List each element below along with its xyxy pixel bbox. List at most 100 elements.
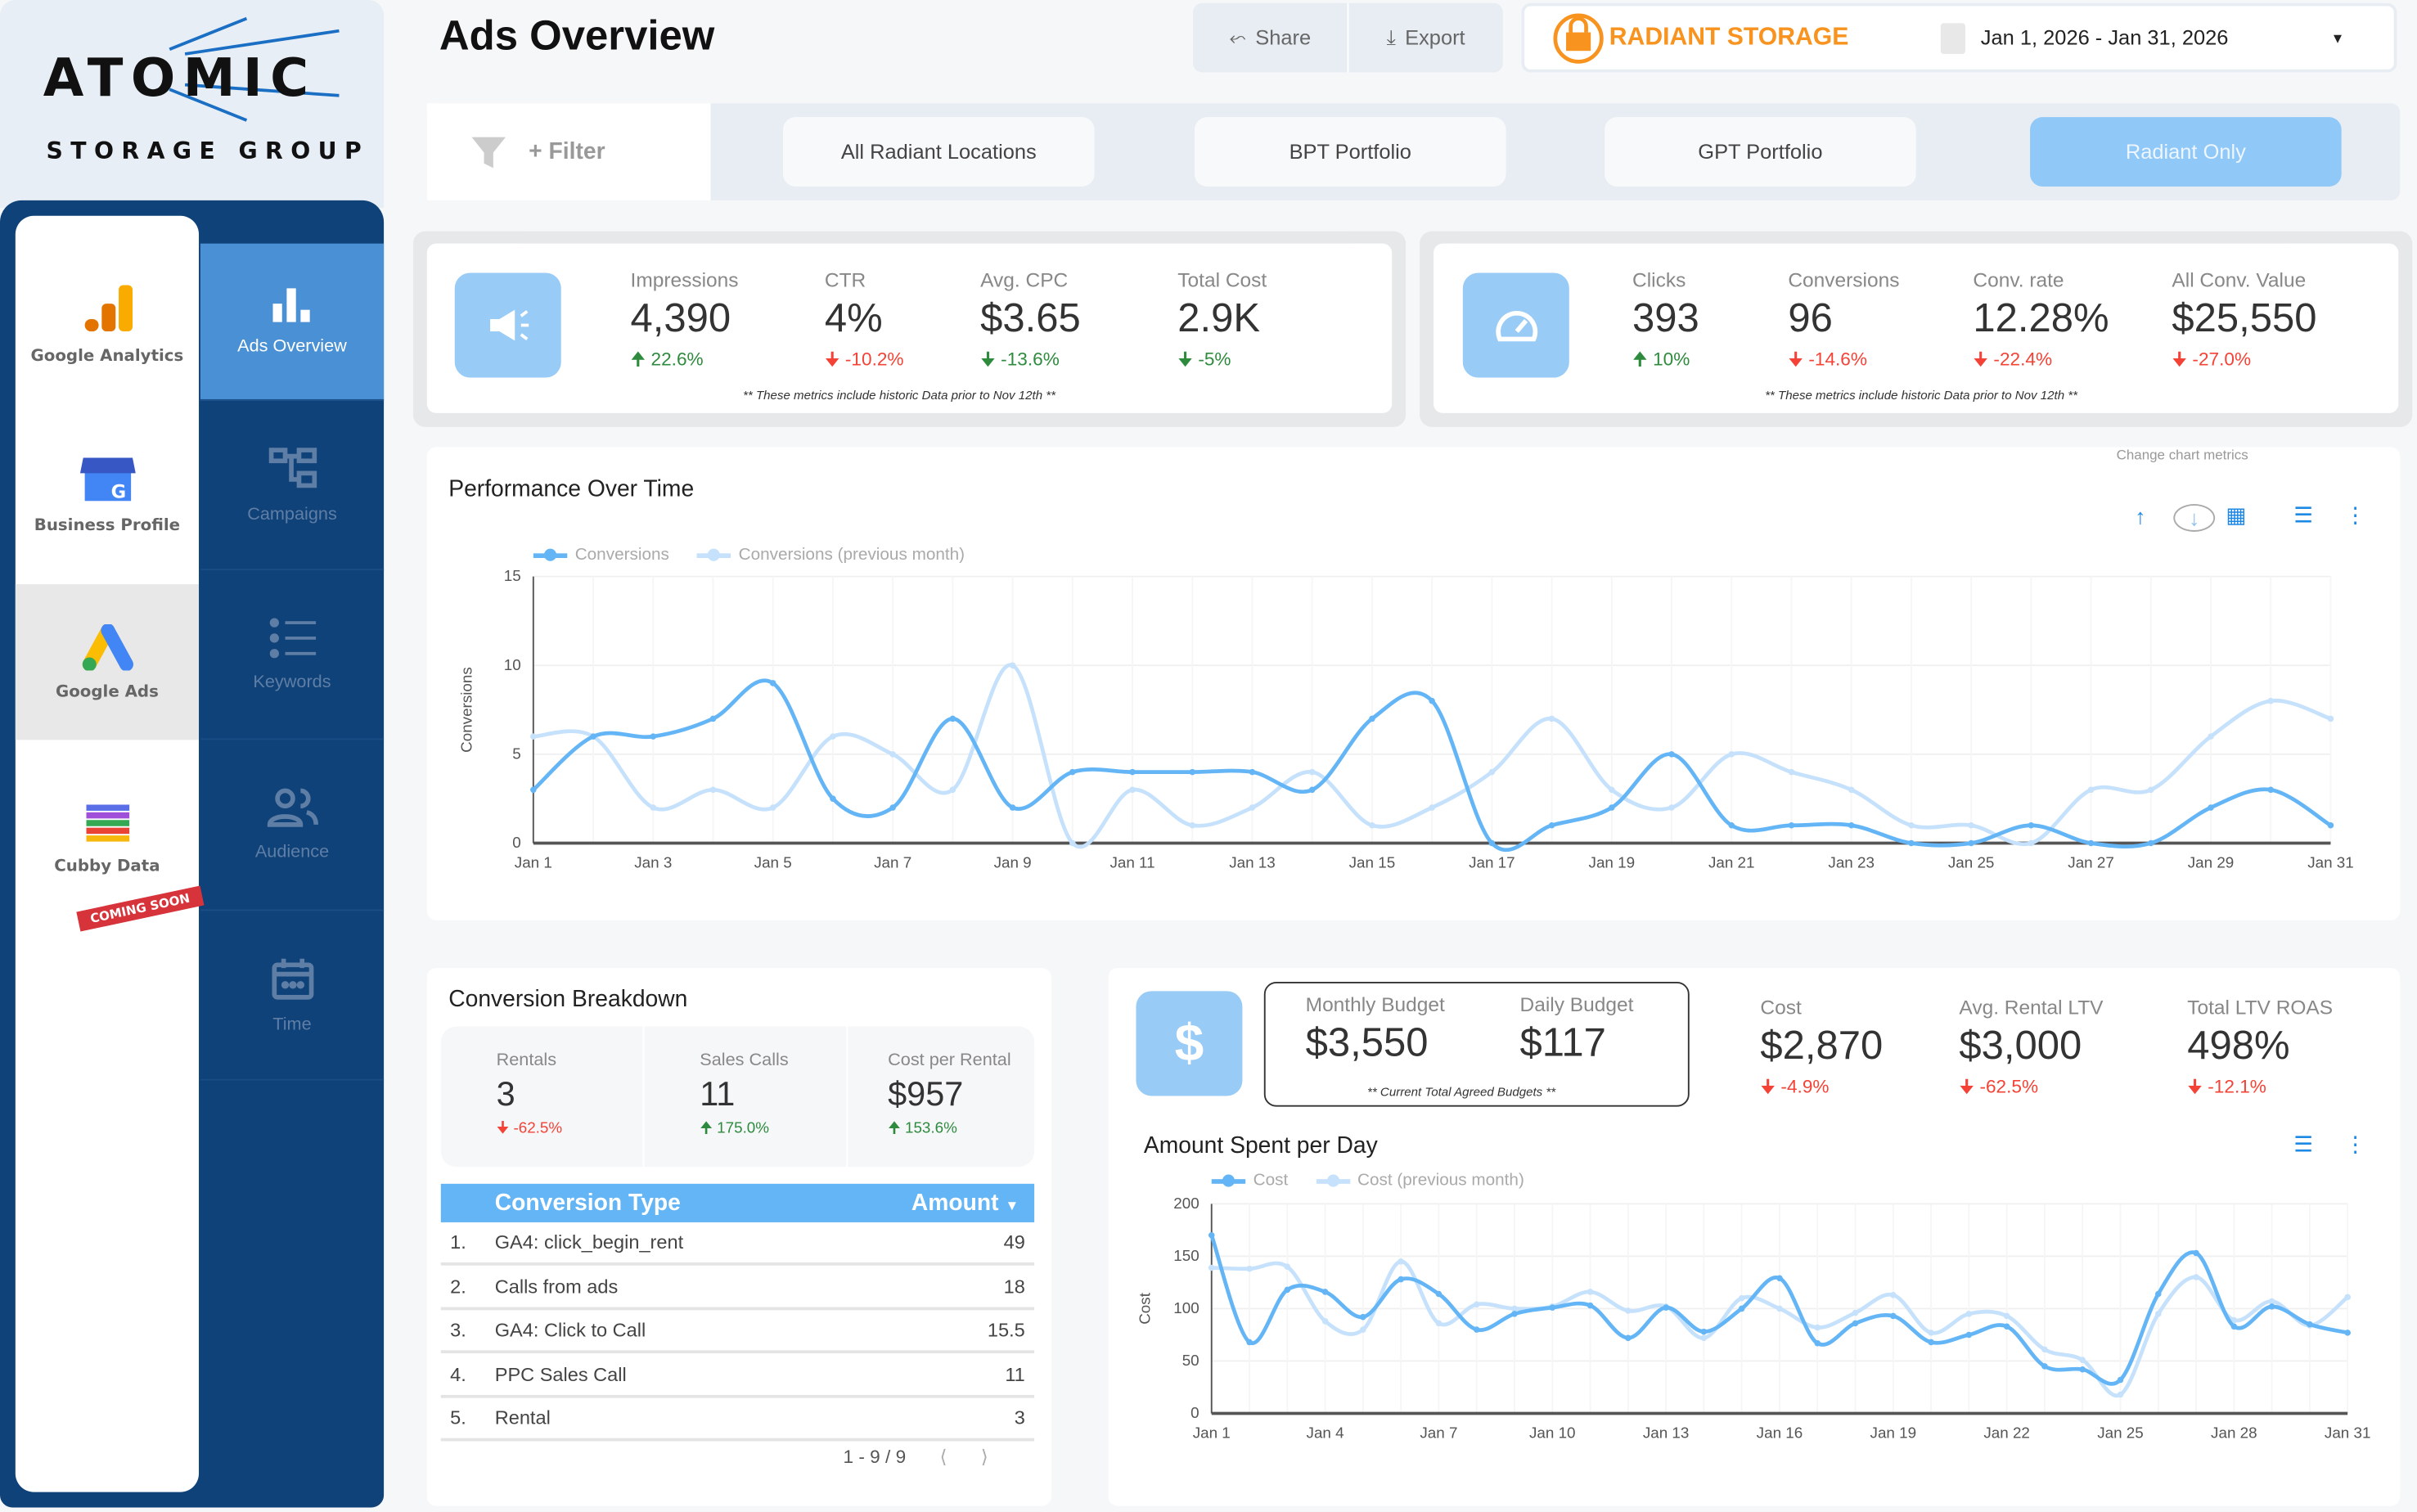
data-point	[1129, 768, 1136, 776]
data-point	[2028, 821, 2035, 829]
data-point	[1284, 1286, 1291, 1294]
monthly-budget: Monthly Budget $3,550	[1305, 992, 1445, 1065]
table-row[interactable]: 2. Calls from ads 18	[440, 1267, 1035, 1310]
x-tick-label: Jan 22	[1983, 1424, 2030, 1442]
legend-conversions-previous[interactable]: Conversions (previous month)	[696, 546, 965, 565]
data-point	[1788, 768, 1795, 776]
conversion-breakdown-title: Conversion Breakdown	[448, 986, 688, 1013]
column-header-amount[interactable]: Amount ▼	[911, 1190, 1019, 1217]
nav-label: Business Profile	[34, 516, 181, 535]
table-row[interactable]: 3. GA4: Click to Call 15.5	[440, 1311, 1035, 1354]
x-tick-label: Jan 9	[994, 854, 1032, 871]
data-point	[2155, 1311, 2162, 1317]
filter-radiant-only[interactable]: Radiant Only	[2030, 117, 2342, 187]
data-point	[1249, 804, 1256, 811]
y-axis-label: Cost	[1136, 1292, 1153, 1324]
export-button[interactable]: ⤓ Export	[1348, 3, 1502, 73]
legend-cost[interactable]: Cost	[1211, 1172, 1288, 1190]
nav-business-profile[interactable]: G Business Profile	[16, 416, 199, 570]
legend-cost-previous[interactable]: Cost (previous month)	[1316, 1172, 1524, 1190]
data-point	[769, 804, 776, 811]
chart-legend: Cost Cost (previous month)	[1211, 1172, 1524, 1190]
sort-up-icon[interactable]: ↑	[2135, 504, 2146, 529]
data-point	[1848, 821, 1855, 829]
hierarchy-icon	[268, 447, 317, 488]
data-point	[650, 733, 657, 740]
nav-cubby-data[interactable]: Cubby Data COMING SOON	[16, 763, 205, 932]
nav-label: Ads Overview	[237, 336, 347, 356]
data-point	[1473, 1326, 1480, 1333]
data-point	[650, 804, 657, 811]
spend-card	[1108, 968, 2401, 1506]
page-count: 1 - 9 / 9	[843, 1446, 907, 1468]
stat-change: 🠉 153.6%	[888, 1120, 957, 1138]
share-button[interactable]: ⬿ Share	[1193, 2, 1349, 73]
nav-ads-overview[interactable]: Ads Overview	[200, 243, 385, 401]
filter-bpt-portfolio[interactable]: BPT Portfolio	[1195, 117, 1506, 187]
kpi-card-inner	[426, 243, 1393, 413]
x-tick-label: Jan 15	[1349, 854, 1396, 871]
calendar-icon	[1940, 22, 1965, 53]
data-point	[2117, 1376, 2124, 1384]
trend-arrow-icon: 🠋	[980, 348, 996, 371]
daily-budget: Daily Budget $117	[1519, 992, 1634, 1065]
data-point	[2087, 786, 2095, 794]
data-point	[1549, 1304, 1556, 1311]
data-point	[1890, 1292, 1897, 1298]
x-tick-label: Jan 21	[1708, 854, 1755, 871]
date-range: Jan 1, 2026 - Jan 31, 2026	[1980, 26, 2229, 50]
nav-google-ads[interactable]: Google Ads	[15, 583, 200, 740]
next-page-icon[interactable]: ⟩	[980, 1446, 988, 1468]
data-point	[2148, 786, 2154, 794]
conversion-stats: Rentals 3 🠋 -62.5% Sales Calls 11 🠉 175.0% C…	[440, 1026, 1035, 1168]
brand-date-bar: RADIANT STORAGE Jan 1, 2026 - Jan 31, 20…	[1521, 2, 2397, 73]
date-range-picker[interactable]: Jan 1, 2026 - Jan 31, 2026 ▼	[1940, 7, 2388, 70]
nav-audience[interactable]: Audience	[200, 740, 385, 911]
list-icon	[268, 617, 316, 658]
more-options-icon[interactable]: ⋮	[2344, 1131, 2366, 1156]
nav-keywords[interactable]: Keywords	[200, 570, 385, 740]
data-point	[1728, 751, 1735, 758]
y-axis-label: Conversions	[457, 667, 475, 753]
data-point	[1625, 1307, 1632, 1314]
table-row[interactable]: 5. Rental 3	[440, 1398, 1035, 1442]
y-tick-label: 10	[504, 656, 521, 673]
dollar-icon: $	[1136, 991, 1243, 1096]
table-row[interactable]: 1. GA4: click_begin_rent 49	[440, 1222, 1035, 1266]
prev-page-icon[interactable]: ⟨	[939, 1446, 947, 1468]
data-point	[2268, 1298, 2275, 1305]
stat-change: 🠉 175.0%	[700, 1120, 770, 1138]
google-ads-icon	[81, 623, 133, 670]
kpi-note: ** These metrics include historic Data p…	[743, 388, 1056, 403]
download-icon: ⤓	[1386, 25, 1396, 49]
share-export-group: ⬿ Share ⤓ Export	[1193, 2, 1503, 73]
x-tick-label: Jan 28	[2211, 1424, 2257, 1442]
filter-icon[interactable]: ☰	[2293, 1131, 2313, 1156]
data-point	[1548, 715, 1555, 722]
chart-settings-icon[interactable]: ▦	[2226, 502, 2247, 528]
stat-cost-per-rental: Cost per Rental $957 🠉 153.6%	[848, 1027, 1034, 1167]
data-point	[1488, 768, 1496, 776]
table-row[interactable]: 4. PPC Sales Call 11	[440, 1355, 1035, 1398]
legend-conversions[interactable]: Conversions	[533, 546, 669, 565]
filter-icon[interactable]: ☰	[2293, 502, 2313, 528]
nav-google-analytics[interactable]: Google Analytics	[16, 246, 199, 400]
stat-sales-calls: Sales Calls 11 🠉 175.0%	[644, 1026, 848, 1168]
nav-time[interactable]: Time	[200, 911, 385, 1081]
add-filter-button[interactable]: + Filter	[426, 103, 711, 200]
filter-gpt-portfolio[interactable]: GPT Portfolio	[1605, 117, 1916, 187]
more-options-icon[interactable]: ⋮	[2344, 502, 2366, 528]
data-point	[1587, 1289, 1594, 1295]
column-header-type[interactable]: Conversion Type	[494, 1190, 681, 1217]
data-point	[2148, 839, 2154, 847]
trend-arrow-icon: 🠉	[630, 348, 646, 371]
filter-all-radiant-locations[interactable]: All Radiant Locations	[783, 117, 1095, 187]
brand-name: RADIANT STORAGE	[1609, 25, 1849, 52]
nav-campaigns[interactable]: Campaigns	[200, 401, 385, 571]
data-point	[1246, 1339, 1253, 1346]
x-tick-label: Jan 19	[1870, 1424, 1917, 1442]
sort-down-icon[interactable]: ↓	[2173, 504, 2216, 532]
data-point	[1776, 1275, 1783, 1282]
stat-value: 11	[700, 1074, 736, 1114]
data-point	[1360, 1313, 1366, 1321]
